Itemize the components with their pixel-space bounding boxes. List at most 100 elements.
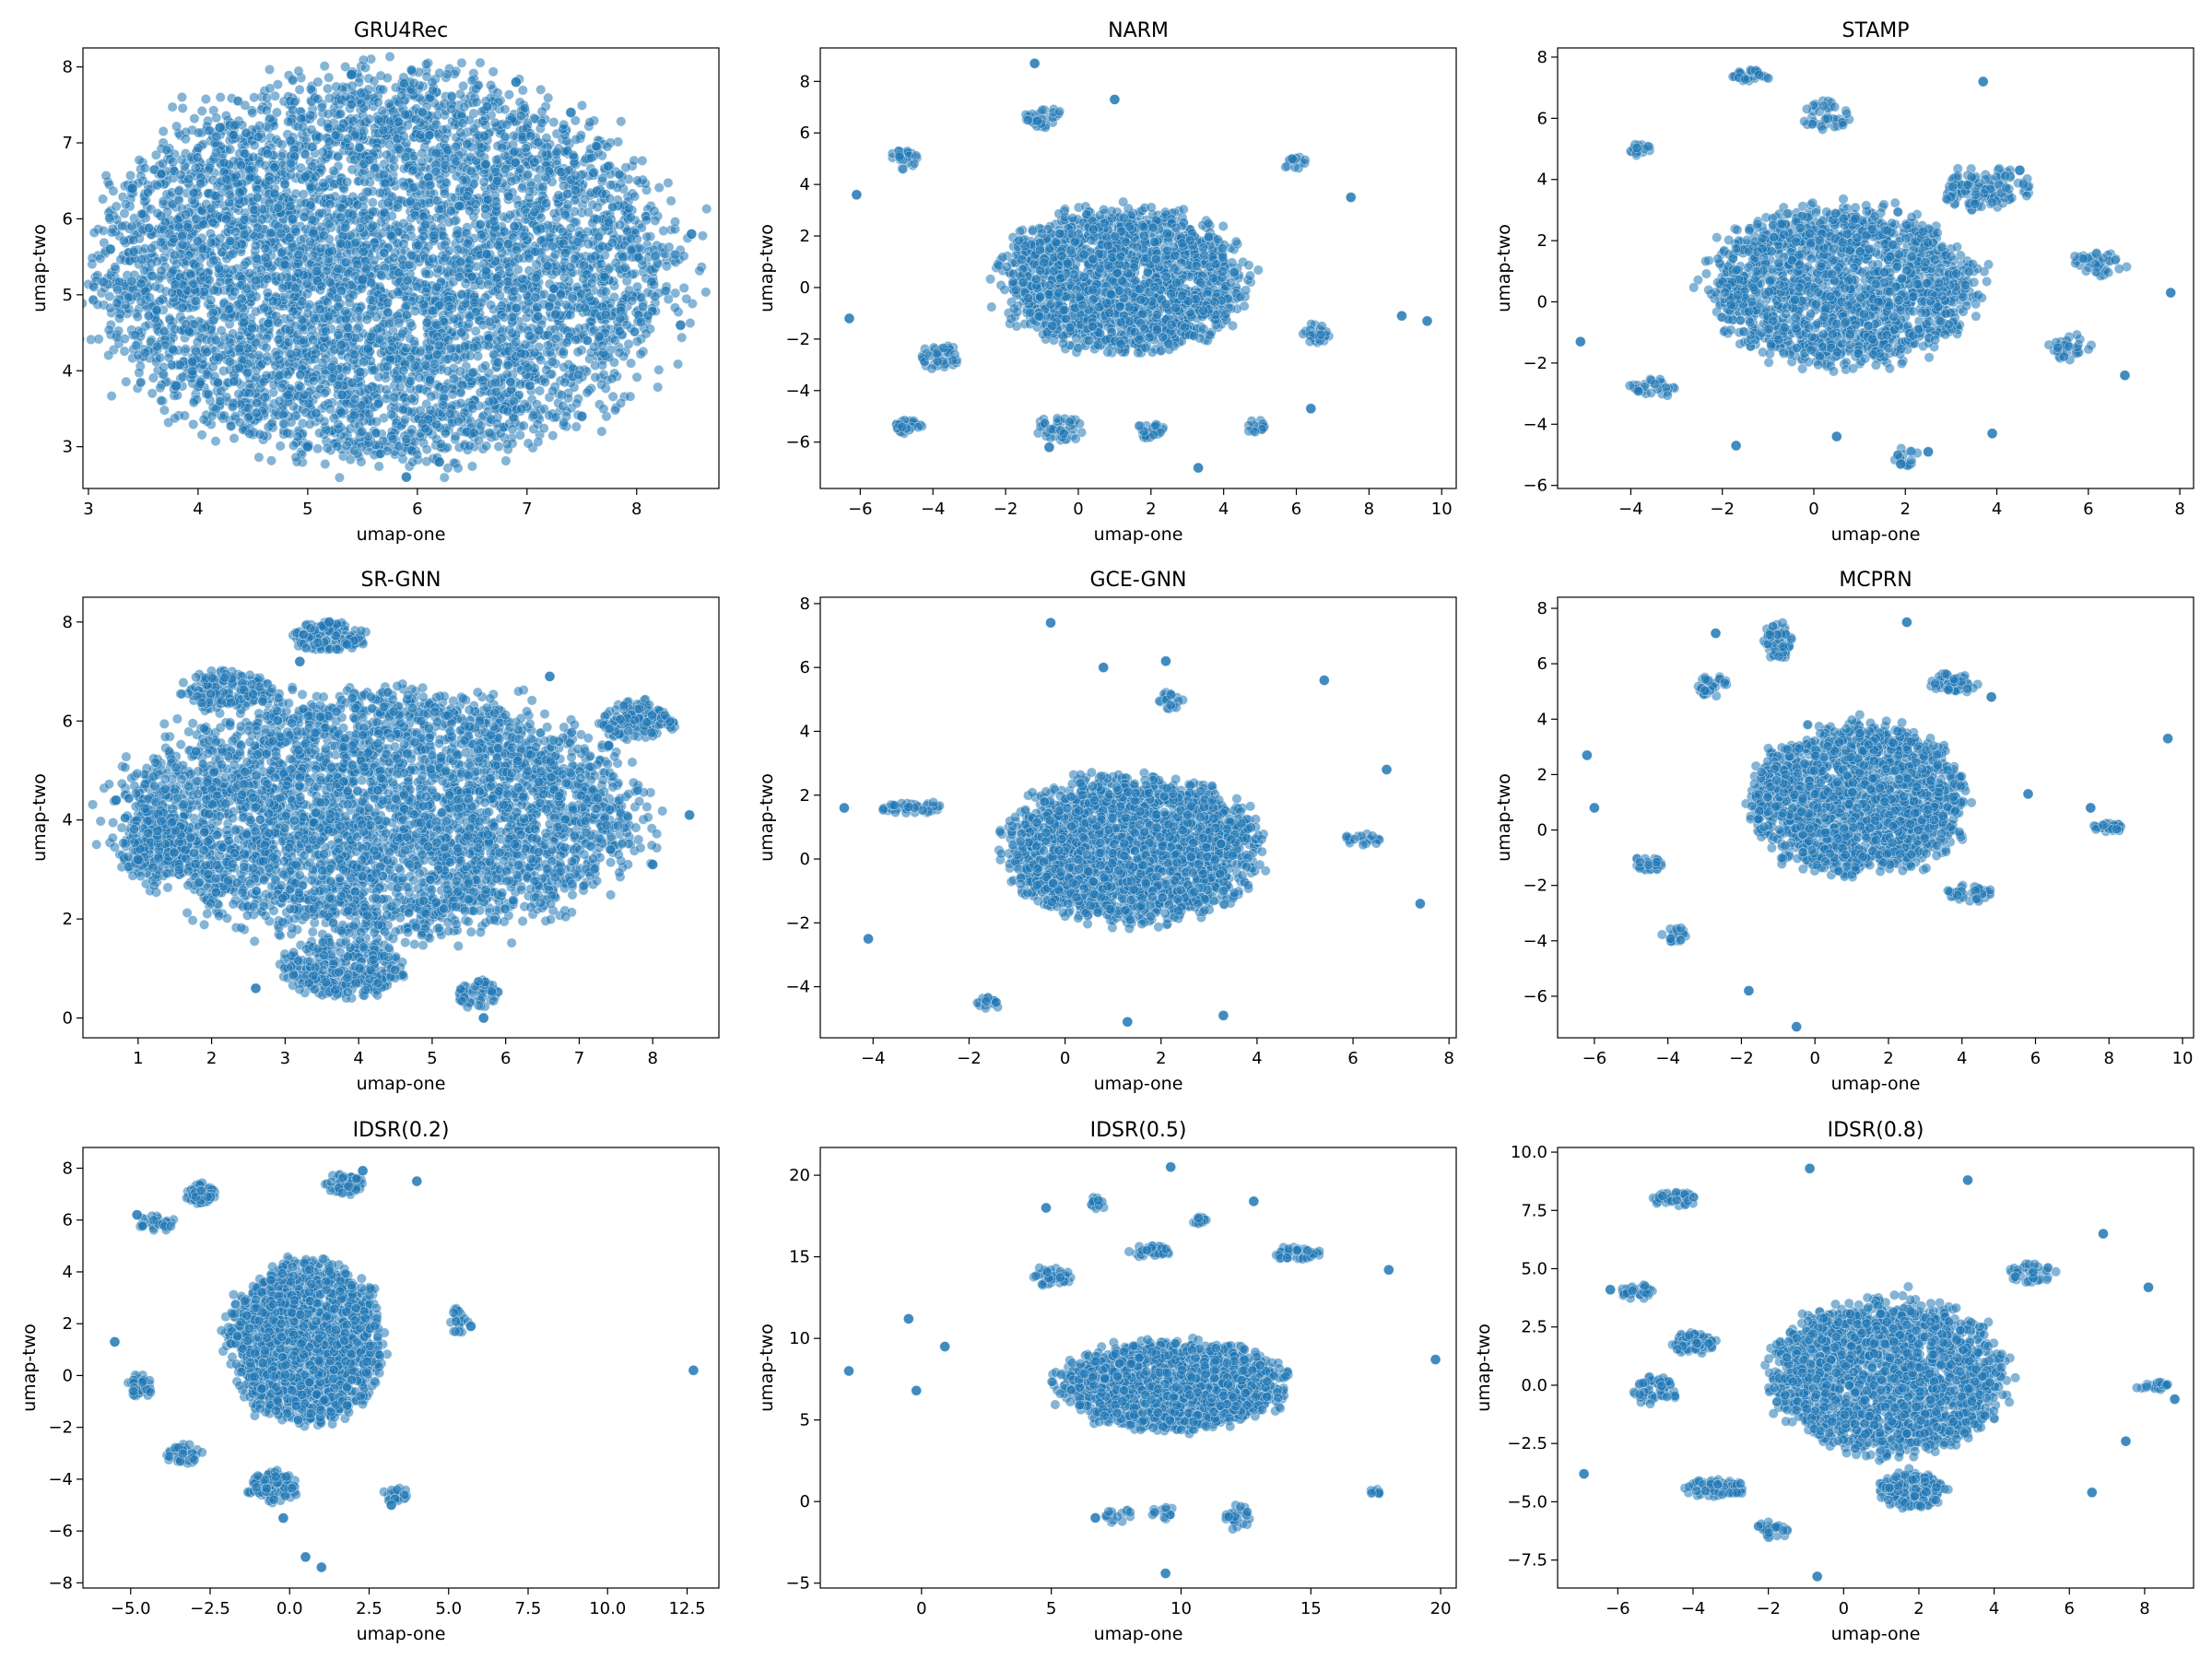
scatter-point: [134, 155, 145, 166]
scatter-point: [524, 193, 535, 204]
scatter-point: [296, 113, 307, 124]
scatter-point: [512, 302, 523, 313]
scatter-point: [458, 80, 469, 91]
scatter-point: [293, 65, 304, 76]
scatter-point: [289, 282, 300, 293]
scatter-point: [293, 249, 304, 260]
scatter-point: [258, 376, 269, 387]
scatter-point: [456, 57, 467, 68]
scatter-point: [235, 159, 246, 171]
scatter-point: [225, 144, 236, 155]
scatter-point: [318, 342, 329, 353]
scatter-point: [361, 314, 372, 325]
scatter-point: [382, 197, 394, 208]
scatter-point: [372, 97, 383, 108]
scatter-point: [335, 108, 347, 119]
scatter-point: [453, 463, 464, 474]
scatter-point: [173, 195, 184, 206]
scatter-point: [548, 117, 559, 128]
scatter-point: [535, 84, 547, 95]
scatter-point: [319, 387, 330, 398]
scatter-point: [108, 185, 119, 196]
scatter-point: [450, 431, 461, 442]
scatter-point: [119, 208, 130, 219]
scatter-point: [305, 84, 316, 95]
scatter-point: [504, 324, 515, 335]
scatter-point: [167, 101, 178, 112]
scatter-point: [417, 147, 428, 159]
scatter-point: [658, 225, 669, 236]
scatter-point: [128, 235, 139, 246]
scatter-point: [371, 416, 382, 427]
scatter-point: [196, 105, 207, 116]
scatter-point: [435, 439, 446, 450]
scatter-point: [287, 214, 298, 225]
scatter-point: [99, 276, 110, 288]
scatter-point: [559, 272, 570, 283]
scatter-point: [530, 292, 541, 303]
scatter-point: [206, 237, 217, 248]
scatter-point: [210, 436, 221, 447]
scatter-point: [347, 209, 359, 220]
scatter-point: [382, 307, 394, 318]
scatter-point: [663, 294, 674, 305]
scatter-point: [531, 399, 542, 410]
scatter-point: [606, 237, 618, 248]
scatter-point: [206, 295, 217, 306]
scatter-point: [430, 419, 441, 430]
scatter-point: [170, 413, 181, 424]
scatter-point: [607, 202, 618, 213]
scatter-point: [120, 300, 131, 311]
scatter-point: [637, 155, 648, 166]
scatter-point: [547, 241, 559, 252]
scatter-point: [638, 301, 649, 312]
scatter-point: [112, 298, 123, 309]
scatter-point: [608, 357, 619, 368]
scatter-point: [262, 351, 273, 362]
scatter-point: [158, 126, 169, 137]
scatter-point: [271, 107, 282, 118]
scatter-point: [530, 246, 541, 257]
scatter-point: [571, 421, 582, 432]
scatter-point: [641, 215, 652, 226]
scatter-point: [233, 388, 244, 399]
scatter-point: [533, 311, 544, 322]
scatter-point: [625, 391, 636, 402]
scatter-point: [190, 162, 201, 173]
scatter-point: [457, 118, 468, 129]
scatter-point: [507, 424, 518, 435]
scatter-point: [312, 94, 324, 105]
scatter-point: [542, 261, 553, 272]
scatter-point: [559, 361, 570, 372]
scatter-point: [323, 83, 334, 94]
scatter-point: [198, 414, 209, 425]
scatter-point: [323, 109, 334, 120]
scatter-point: [304, 418, 315, 429]
scatter-point: [119, 334, 130, 345]
scatter-point: [475, 218, 486, 229]
scatter-point: [429, 359, 441, 370]
scatter-point: [597, 172, 608, 183]
scatter-point: [685, 317, 696, 328]
scatter-point: [191, 296, 202, 307]
scatter-point: [188, 418, 199, 429]
scatter-point: [490, 167, 501, 178]
scatter-point: [276, 139, 288, 150]
scatter-point: [594, 331, 605, 342]
scatter-point: [382, 73, 393, 84]
scatter-point: [500, 104, 511, 115]
scatter-point: [171, 121, 182, 132]
scatter-point: [378, 84, 389, 95]
scatter-point: [173, 185, 184, 196]
scatter-point: [228, 328, 239, 339]
scatter-point: [118, 235, 129, 246]
scatter-point: [125, 170, 136, 181]
scatter-point: [234, 417, 245, 428]
scatter-point: [482, 194, 493, 205]
scatter-point: [324, 72, 335, 83]
scatter-point: [320, 458, 331, 469]
scatter-point: [132, 312, 143, 323]
scatter-point: [572, 347, 583, 358]
scatter-point: [159, 405, 170, 416]
scatter-point: [72, 217, 81, 226]
